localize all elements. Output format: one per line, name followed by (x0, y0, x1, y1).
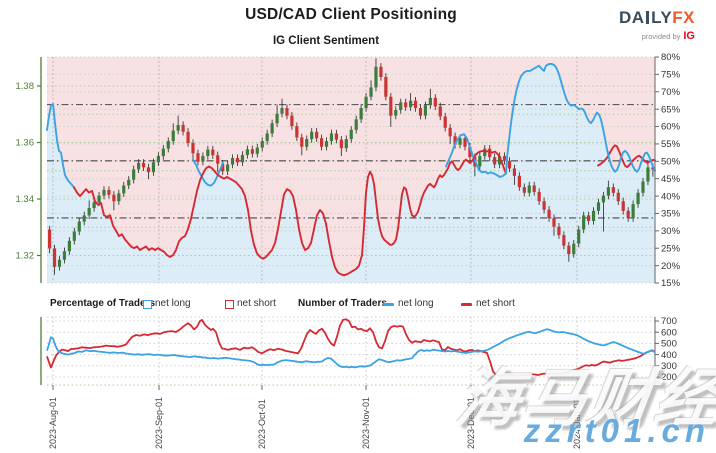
dailyfx-wordmark: DA LYFX (619, 8, 695, 27)
svg-text:1.36: 1.36 (16, 138, 35, 149)
svg-text:15%: 15% (661, 278, 681, 289)
svg-text:400: 400 (661, 350, 677, 361)
svg-text:700: 700 (661, 316, 677, 327)
ig-logo: IG (683, 30, 695, 42)
svg-text:200: 200 (661, 372, 677, 383)
legend-pct-net-long: net long (155, 298, 191, 309)
dailyfx-logo: DA LYFX provided by IG (619, 9, 695, 42)
svg-text:70%: 70% (661, 87, 681, 98)
svg-text:40%: 40% (661, 191, 681, 202)
svg-text:45%: 45% (661, 174, 681, 185)
svg-text:2023-Nov-01: 2023-Nov-01 (361, 397, 371, 449)
svg-text:1.34: 1.34 (16, 194, 35, 205)
svg-text:75%: 75% (661, 70, 681, 81)
legend-pct-net-short: net short (237, 298, 276, 309)
svg-text:300: 300 (661, 361, 677, 372)
svg-text:60%: 60% (661, 122, 681, 133)
svg-text:2024-Jan-01: 2024-Jan-01 (572, 398, 582, 449)
svg-text:2023-Aug-01: 2023-Aug-01 (48, 397, 58, 449)
chart-subtitle: IG Client Sentiment (272, 35, 380, 47)
svg-text:20%: 20% (661, 261, 681, 272)
svg-text:35%: 35% (661, 209, 681, 220)
svg-text:1.32: 1.32 (16, 251, 35, 262)
svg-text:2023-Oct-01: 2023-Oct-01 (257, 399, 267, 449)
logo-bar-icon (646, 11, 649, 24)
legend-percentage-label: Percentage of Traders (50, 298, 156, 309)
svg-text:2023-Sep-01: 2023-Sep-01 (154, 397, 164, 449)
svg-text:25%: 25% (661, 243, 681, 254)
legend-num-net-short: net short (476, 298, 515, 309)
svg-text:500: 500 (661, 339, 677, 350)
svg-text:65%: 65% (661, 104, 681, 115)
legend-num-net-long: net long (398, 298, 434, 309)
svg-text:55%: 55% (661, 139, 681, 150)
svg-text:1.38: 1.38 (16, 81, 35, 92)
net-long-dash-icon (383, 303, 394, 306)
svg-text:50%: 50% (661, 157, 681, 168)
legend-number-label: Number of Traders (298, 298, 387, 309)
svg-text:600: 600 (661, 327, 677, 338)
net-long-square-icon (143, 300, 152, 309)
net-short-square-icon (225, 300, 234, 309)
page-title: USD/CAD Client Positioning (245, 6, 457, 23)
svg-text:80%: 80% (661, 52, 681, 63)
svg-text:2023-Dec-01: 2023-Dec-01 (466, 397, 476, 449)
svg-text:30%: 30% (661, 226, 681, 237)
net-short-dash-icon (461, 303, 472, 306)
provided-by-line: provided by IG (641, 30, 695, 42)
watermark-url: zzrt01.cn (523, 412, 710, 449)
